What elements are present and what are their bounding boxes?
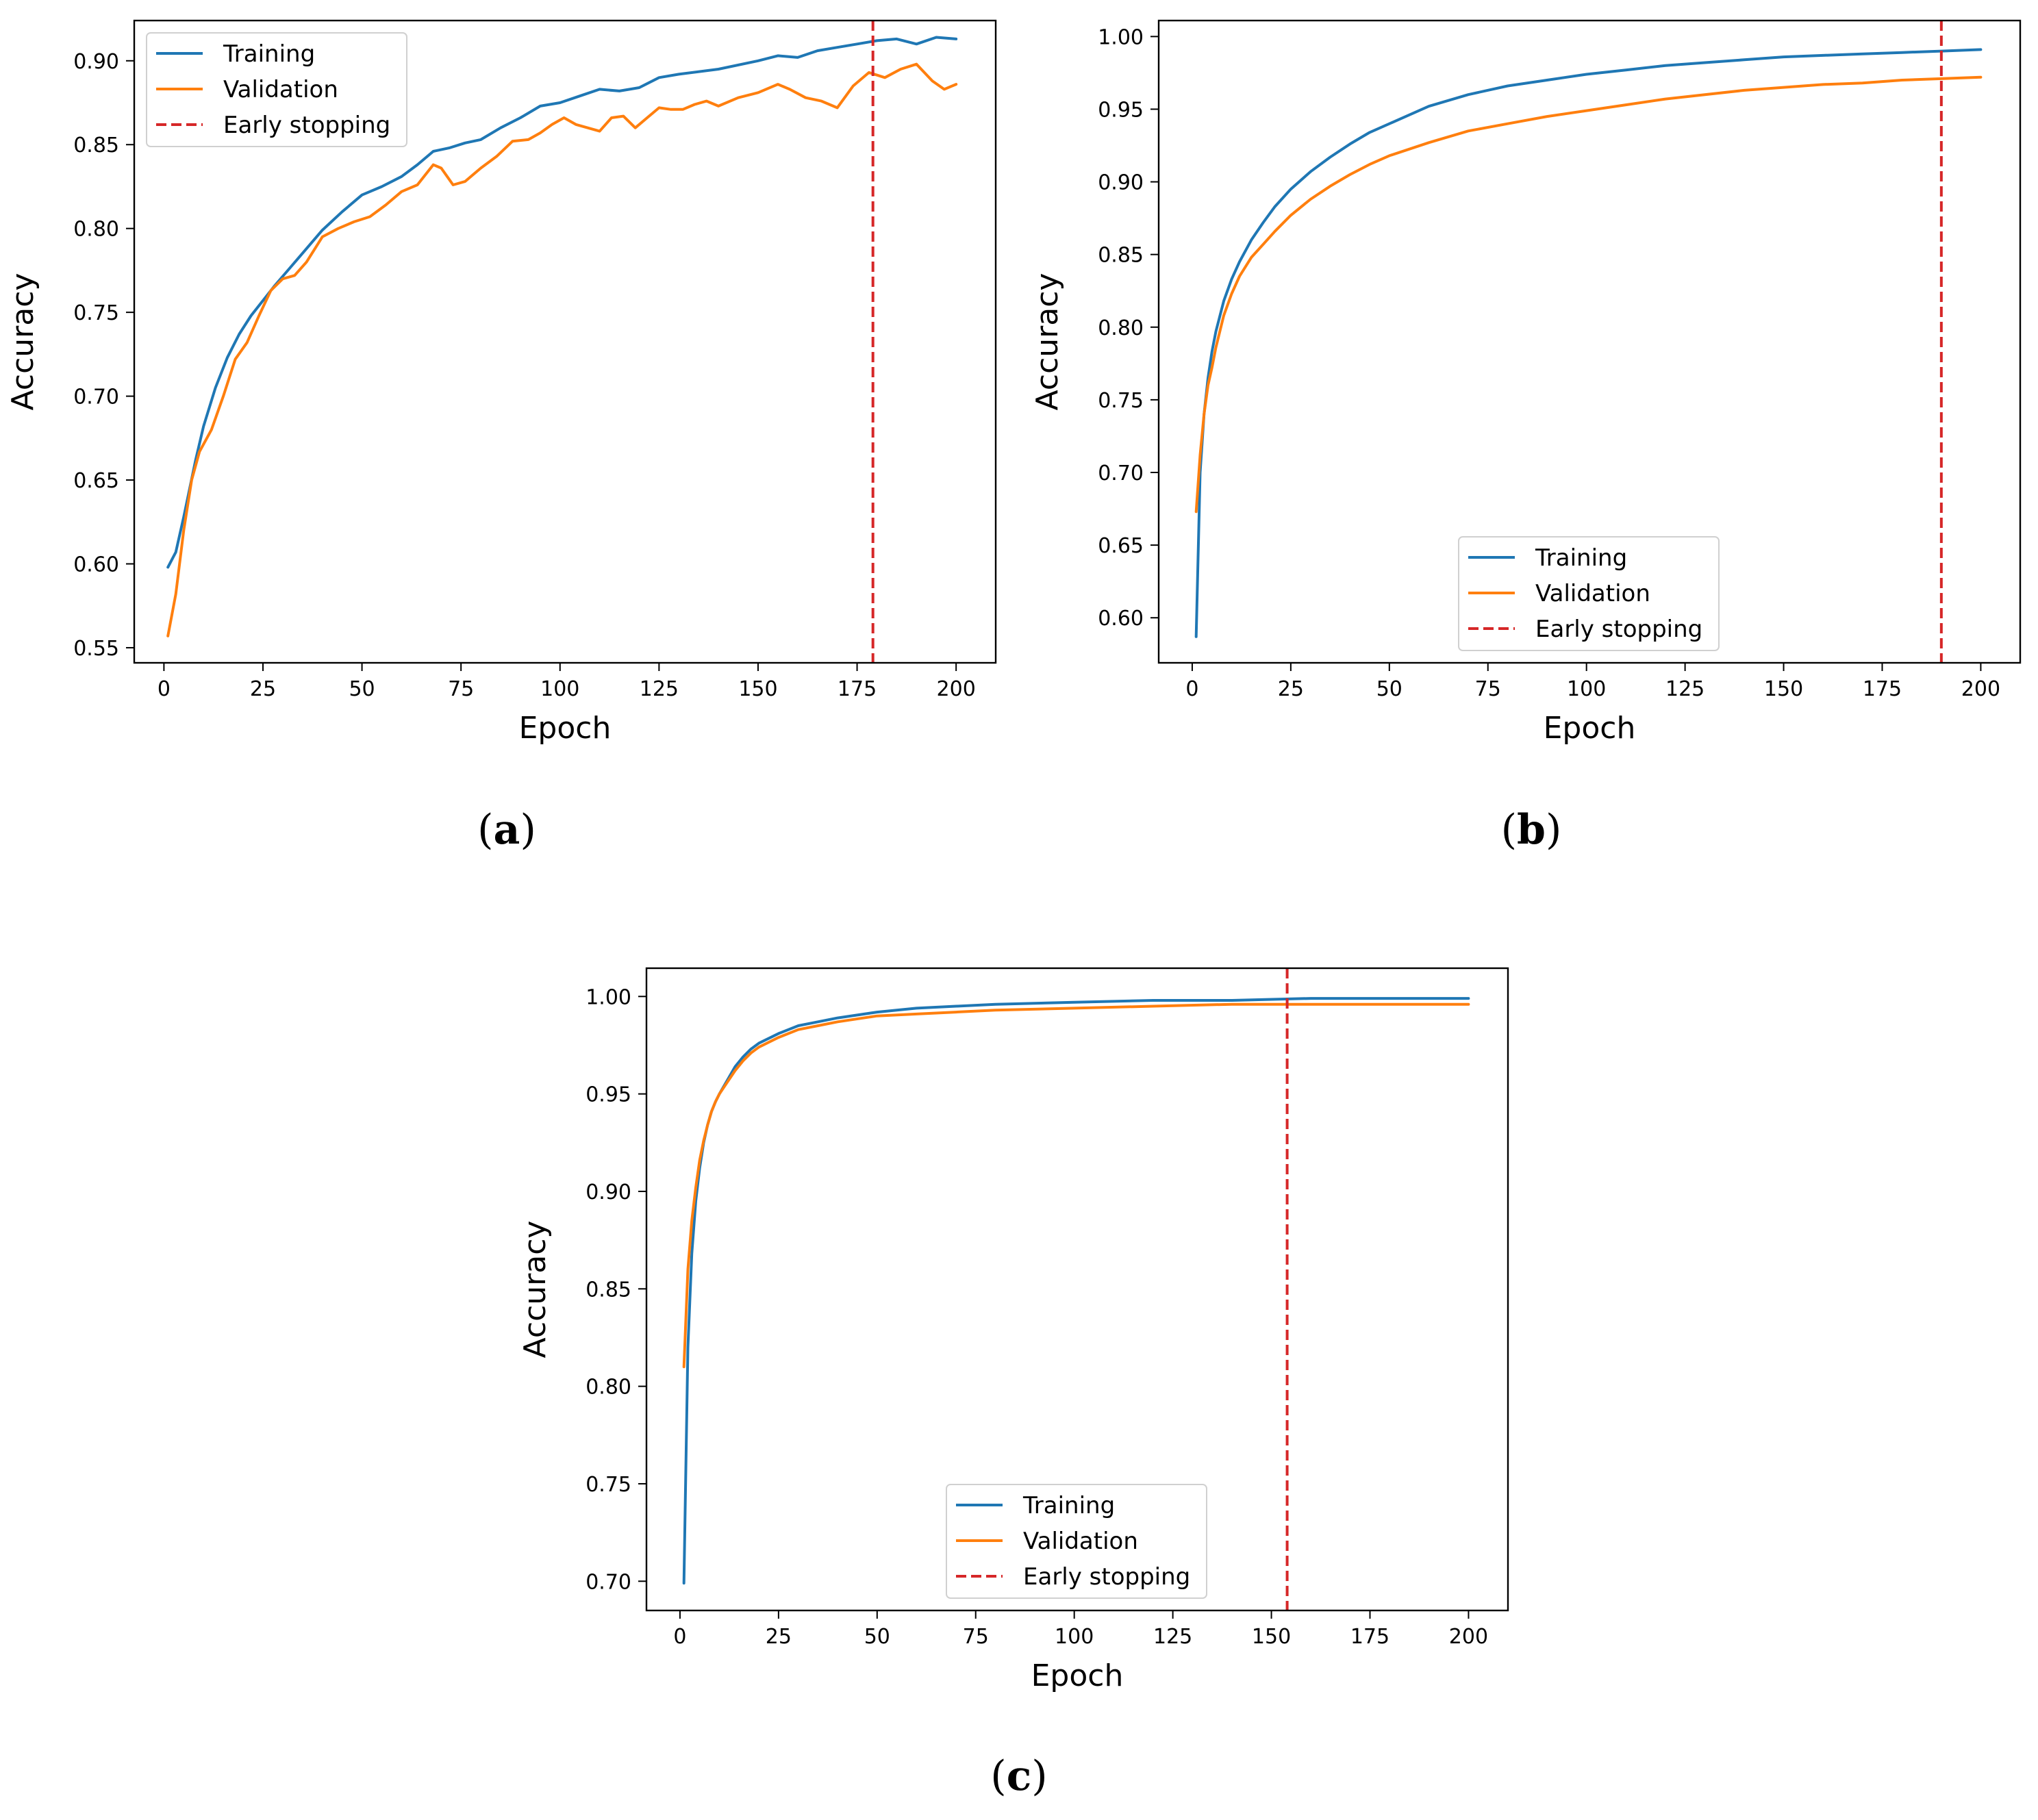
- y-tick-label: 0.65: [73, 469, 119, 493]
- y-tick-label: 0.85: [73, 134, 119, 157]
- series-line-validation: [1194, 75, 1983, 514]
- axes-frame: [1157, 19, 2022, 664]
- x-tick-label: 200: [1961, 677, 2000, 701]
- y-tick-label: 0.90: [1098, 171, 1144, 195]
- x-axis-label: Epoch: [1031, 1658, 1124, 1693]
- legend-box: [946, 1484, 1207, 1599]
- legend: Training Validation Early stopping: [946, 1484, 1207, 1599]
- x-axis-label: Epoch: [519, 711, 612, 746]
- y-tick-label: 0.80: [1098, 316, 1144, 340]
- y-tick-label: 0.95: [1098, 98, 1144, 122]
- x-tick-label: 200: [1449, 1625, 1488, 1649]
- x-tick-label: 25: [766, 1625, 792, 1649]
- y-tick-label: 0.65: [1098, 534, 1144, 558]
- legend: Training Validation Early stopping: [146, 32, 407, 147]
- y-tick-label: 0.60: [1098, 607, 1144, 631]
- x-tick-label: 50: [864, 1625, 890, 1649]
- y-tick-label: 0.95: [586, 1083, 631, 1107]
- x-tick-label: 125: [1665, 677, 1704, 701]
- legend-label-early-stopping: Early stopping: [1023, 1563, 1190, 1591]
- series-line-training: [1194, 48, 1983, 638]
- legend-box: [1458, 536, 1720, 651]
- x-tick-label: 25: [1278, 677, 1304, 701]
- x-tick-label: 175: [838, 677, 877, 701]
- panel-label-a: (a): [477, 806, 536, 854]
- y-tick-label: 0.75: [1098, 389, 1144, 413]
- y-tick-label: 0.80: [73, 218, 119, 242]
- x-tick-label: 75: [448, 677, 474, 701]
- x-tick-label: 125: [640, 677, 679, 701]
- y-axis-label: Accuracy: [1030, 273, 1065, 411]
- chart-panel-b: (b) 0 25 50 75 100 125 150 175 200 0.60 0.65 0.70 0.…: [1030, 19, 2022, 854]
- y-tick-label: 0.75: [73, 301, 119, 325]
- x-tick-label: 0: [673, 1625, 686, 1649]
- x-tick-label: 50: [1376, 677, 1402, 701]
- panel-label-b: (b): [1501, 806, 1562, 854]
- y-axis-label: Accuracy: [5, 273, 40, 411]
- legend-label-validation: Validation: [1535, 580, 1650, 607]
- legend-label-validation: Validation: [1023, 1528, 1138, 1555]
- x-axis-label: Epoch: [1544, 711, 1636, 746]
- series-line-validation: [166, 62, 958, 637]
- x-tick-label: 175: [1350, 1625, 1389, 1649]
- series-line-training: [166, 36, 958, 569]
- x-tick-label: 150: [1252, 1625, 1291, 1649]
- x-tick-label: 100: [540, 677, 579, 701]
- chart-panel-a: (a) 0 25 50 75 100 125 150 175 200 0.55 0.60 0.65 0.…: [5, 19, 997, 854]
- y-tick-label: 0.90: [73, 50, 119, 74]
- legend-label-early-stopping: Early stopping: [223, 112, 390, 139]
- panel-label-c: (c): [990, 1752, 1047, 1800]
- x-tick-label: 0: [158, 677, 171, 701]
- legend-label-early-stopping: Early stopping: [1535, 616, 1702, 643]
- legend-box: [146, 32, 407, 147]
- x-tick-label: 150: [1764, 677, 1803, 701]
- x-tick-label: 175: [1863, 677, 1902, 701]
- y-tick-label: 0.85: [1098, 244, 1144, 268]
- y-tick-label: 0.70: [586, 1570, 631, 1594]
- x-tick-label: 150: [738, 677, 777, 701]
- legend-label-validation: Validation: [223, 76, 338, 103]
- x-tick-label: 100: [1567, 677, 1606, 701]
- x-tick-label: 125: [1153, 1625, 1192, 1649]
- y-tick-label: 0.80: [586, 1376, 631, 1400]
- x-tick-label: 50: [349, 677, 375, 701]
- series-line-validation: [682, 1002, 1470, 1369]
- chart-panel-c: (c) 0 25 50 75 100 125 150 175 200 0.70 0.75 0.80 0.…: [518, 967, 1509, 1800]
- y-tick-label: 1.00: [586, 985, 631, 1009]
- x-tick-label: 25: [250, 677, 276, 701]
- x-tick-label: 75: [1475, 677, 1501, 701]
- y-tick-label: 0.70: [1098, 462, 1144, 485]
- y-tick-label: 1.00: [1098, 25, 1144, 49]
- legend-label-training: Training: [223, 40, 315, 68]
- x-tick-label: 100: [1055, 1625, 1094, 1649]
- y-tick-label: 0.70: [73, 386, 119, 409]
- legend-label-training: Training: [1535, 544, 1627, 572]
- y-tick-label: 0.75: [586, 1473, 631, 1497]
- y-tick-label: 0.60: [73, 553, 119, 577]
- legend-label-training: Training: [1022, 1492, 1115, 1519]
- legend: Training Validation Early stopping: [1458, 536, 1720, 651]
- y-tick-label: 0.85: [586, 1278, 631, 1302]
- x-tick-label: 75: [963, 1625, 989, 1649]
- axes-frame: [133, 19, 997, 664]
- x-tick-label: 0: [1185, 677, 1198, 701]
- y-tick-label: 0.55: [73, 637, 119, 661]
- x-tick-label: 200: [937, 677, 976, 701]
- y-axis-label: Accuracy: [518, 1221, 553, 1358]
- y-tick-label: 0.90: [586, 1180, 631, 1204]
